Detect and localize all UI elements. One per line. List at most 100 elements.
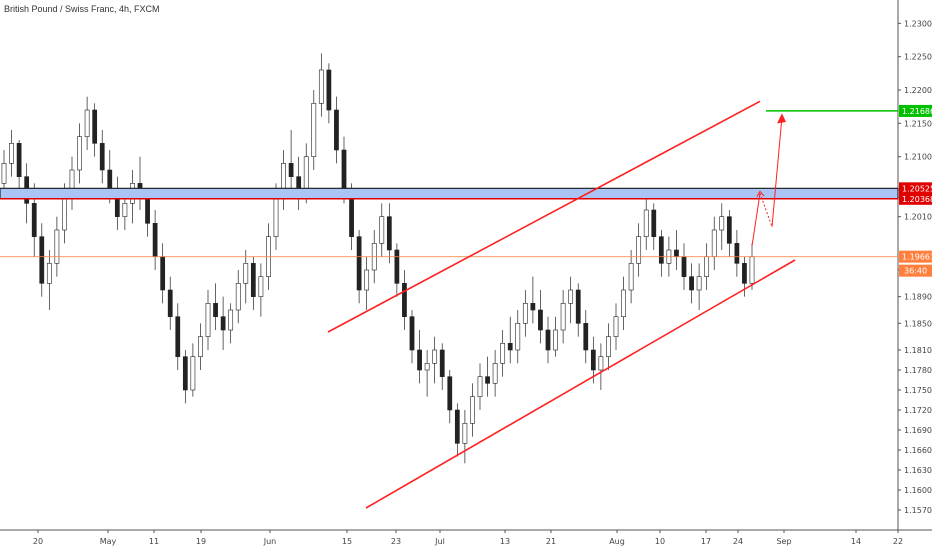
- zone-bottom-price-tag-bg: [899, 192, 932, 205]
- zone-top-price-tag-bg: [899, 182, 932, 195]
- resistance-zone: [0, 187, 899, 200]
- time-tick-label: 23: [391, 537, 401, 546]
- candle-body: [220, 316, 226, 331]
- candle-body: [326, 69, 332, 111]
- candle-body: [273, 196, 279, 237]
- time-tick-label: 11: [149, 537, 159, 546]
- time-tick-label: Aug: [609, 537, 625, 546]
- countdown-tag-bg: [899, 264, 932, 277]
- candle-body: [606, 336, 611, 357]
- price-tick-label: 1.16300: [904, 466, 932, 475]
- candle-body: [689, 276, 694, 291]
- price-tick-label: 1.18100: [904, 346, 932, 355]
- price-tick-label: 1.22000: [904, 86, 932, 95]
- plot-area: [0, 0, 932, 531]
- countdown-tag: 36:40: [904, 267, 927, 276]
- time-tick-label: 22: [893, 537, 903, 546]
- candle-body: [31, 203, 37, 237]
- candle-body: [182, 356, 188, 391]
- candle-body: [454, 409, 460, 444]
- candle-body: [243, 263, 249, 284]
- candle-body: [598, 356, 604, 371]
- candle-body: [545, 329, 551, 351]
- time-tick-label: 10: [655, 537, 665, 546]
- candle-body: [92, 109, 98, 144]
- candle-body: [734, 243, 740, 264]
- time-tick-label: Jun: [263, 537, 277, 546]
- last-price-tag: 1.19661: [902, 253, 932, 262]
- candle-body: [235, 283, 241, 311]
- candle-body: [590, 349, 596, 371]
- candle-body: [681, 256, 687, 277]
- price-tick-label: 1.17800: [904, 366, 932, 375]
- candle-body: [77, 136, 82, 171]
- candle-body: [439, 349, 445, 377]
- candle-body: [583, 323, 589, 351]
- price-tick-label: 1.16900: [904, 426, 932, 435]
- candle-body: [704, 256, 710, 277]
- price-tick-label: 1.17500: [904, 386, 932, 395]
- candle-body: [553, 329, 558, 351]
- candle-body: [643, 209, 649, 237]
- candle-body: [538, 309, 543, 331]
- candle-body: [409, 316, 415, 351]
- time-tick-label: 13: [500, 537, 510, 546]
- channel-upper-line: [327, 100, 761, 333]
- projection-leg-pullback: [759, 193, 773, 227]
- candle-body: [1, 163, 7, 184]
- candle-body: [152, 223, 158, 257]
- target-price-tag-bg: [899, 104, 932, 117]
- price-tick-label: 1.16000: [904, 486, 932, 495]
- price-tick-label: 1.18900: [904, 293, 932, 302]
- candle-body: [424, 363, 430, 371]
- candle-body: [749, 256, 755, 284]
- price-axis[interactable]: 1.23000 1.22500 1.22000 1.21500 1.21000 1.205…: [898, 19, 932, 515]
- candle-body: [575, 289, 581, 324]
- candle-body: [447, 376, 453, 411]
- candle-body: [9, 143, 14, 164]
- candle-body: [198, 336, 203, 357]
- candle-body: [500, 343, 506, 364]
- candle-body: [560, 303, 566, 331]
- price-tick-label: 1.15700: [904, 506, 932, 515]
- candle-body: [160, 256, 166, 291]
- candle-body: [311, 103, 317, 157]
- time-tick-label: 21: [546, 537, 556, 546]
- projection-leg-target: [771, 116, 783, 227]
- time-tick-label: Jul: [434, 537, 445, 546]
- time-tick-label: 15: [342, 537, 352, 546]
- candle-body: [507, 343, 513, 351]
- candle-body: [394, 249, 400, 284]
- candle-body: [568, 289, 574, 304]
- candle-body: [515, 323, 521, 351]
- candle-body: [205, 303, 211, 337]
- candle-body: [417, 349, 422, 371]
- candle-body: [628, 263, 634, 291]
- price-tick-label: 1.16600: [904, 446, 932, 455]
- candle-body: [54, 229, 60, 264]
- time-tick-label: May: [100, 537, 117, 546]
- candle-body: [145, 196, 150, 224]
- candle-body: [658, 236, 664, 264]
- candle-body: [674, 249, 679, 257]
- zone-top-price-tag: 1.20525: [902, 184, 932, 193]
- candle-body: [250, 263, 256, 297]
- candle-body: [364, 269, 370, 291]
- candle-body: [62, 196, 67, 231]
- time-axis[interactable]: 20 May 11 19 Jun 15 23 Jul 13 21 Aug 10 17 24 Sep 14 22: [33, 530, 903, 546]
- candle-body: [39, 236, 45, 284]
- projection-leg-up: [751, 193, 761, 247]
- price-tick-label: 1.17200: [904, 406, 932, 415]
- candle-body: [651, 209, 657, 237]
- candle-body: [167, 289, 173, 317]
- time-tick-label: 20: [33, 537, 43, 546]
- candle-body: [621, 289, 626, 317]
- candle-body: [356, 236, 362, 291]
- time-tick-label: Sep: [776, 537, 791, 546]
- candle-body: [46, 263, 52, 284]
- candle-body: [432, 349, 438, 364]
- candle-body: [16, 143, 22, 177]
- chart-title: British Pound / Swiss Franc, 4h, FXCM: [4, 4, 160, 14]
- price-tick-label: 1.22500: [904, 53, 932, 62]
